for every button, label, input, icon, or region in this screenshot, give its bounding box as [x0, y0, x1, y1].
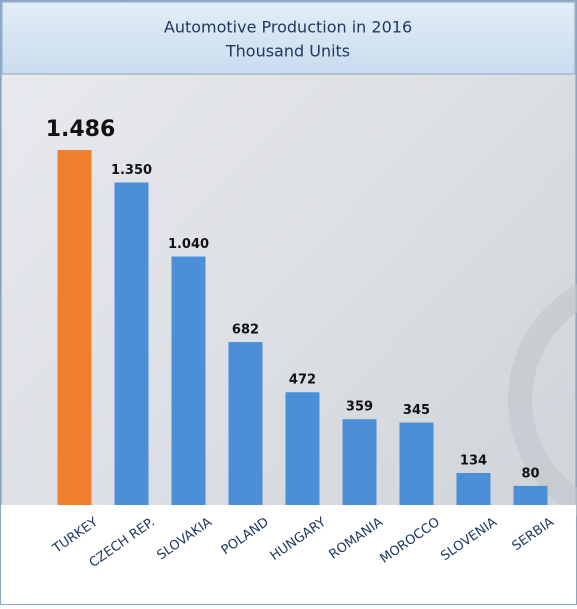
value-label: 472	[289, 373, 316, 388]
value-label: 1.486	[46, 117, 116, 142]
value-label: 345	[403, 403, 430, 418]
title-band	[2, 2, 575, 74]
value-label: 80	[521, 466, 539, 481]
bar	[400, 423, 434, 505]
bar	[286, 392, 320, 505]
bar	[514, 486, 548, 505]
bar	[115, 182, 149, 505]
bar	[457, 473, 491, 505]
chart: Automotive Production in 2016 Thousand U…	[0, 0, 577, 605]
chart-subtitle: Thousand Units	[225, 42, 350, 61]
bar	[58, 150, 92, 505]
chart-title: Automotive Production in 2016	[164, 18, 412, 37]
value-label: 682	[232, 323, 259, 338]
bar	[229, 342, 263, 505]
page: Automotive Production in 2016 Thousand U…	[0, 0, 577, 605]
value-label: 134	[460, 453, 487, 468]
bar	[172, 257, 206, 505]
value-label: 1.350	[111, 163, 152, 178]
value-label: 1.040	[168, 237, 209, 252]
value-label: 359	[346, 400, 373, 415]
bar	[343, 419, 377, 505]
